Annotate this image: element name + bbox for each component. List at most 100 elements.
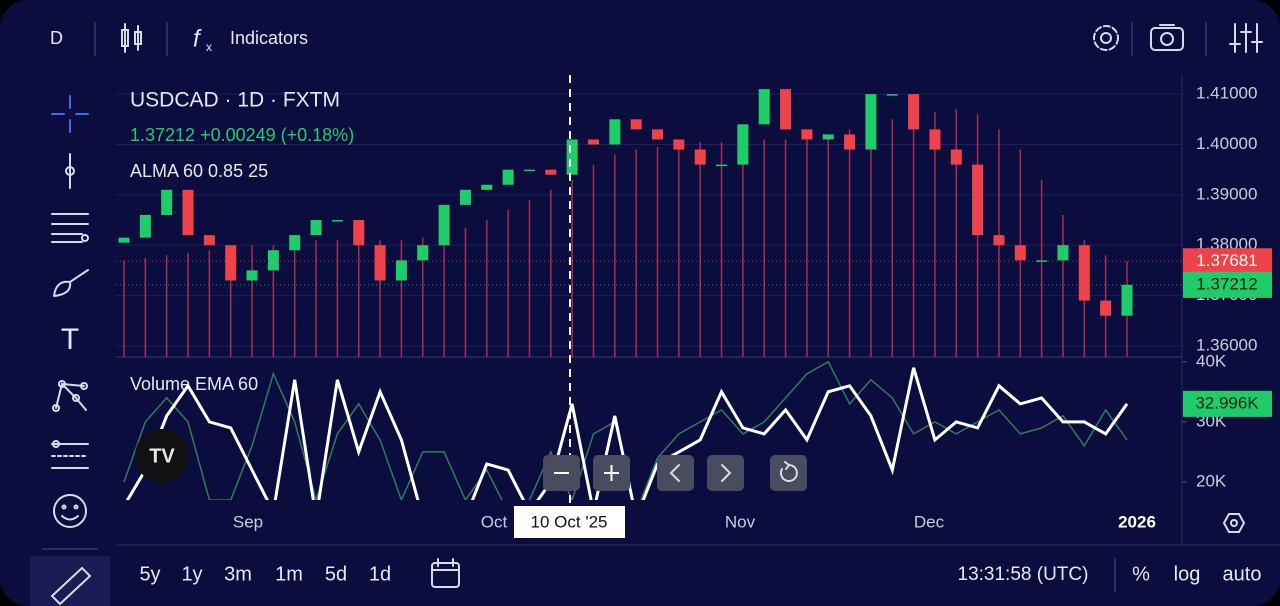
- scroll-left-button[interactable]: [657, 455, 694, 491]
- ruler-tool-bg: [30, 556, 110, 606]
- crosshair-time-bg: [514, 506, 625, 538]
- time-label: Nov: [725, 512, 756, 531]
- candle-body: [118, 237, 130, 243]
- candle-body: [801, 129, 813, 140]
- candle-body: [310, 220, 322, 236]
- volume-legend: Volume EMA 60: [130, 374, 258, 394]
- quote-legend: 1.37212 +0.00249 (+0.18%): [130, 125, 354, 145]
- candle-body: [459, 189, 471, 205]
- emoji-tool[interactable]: [53, 494, 87, 528]
- volume-tick-label: 20K: [1196, 471, 1227, 490]
- price-tick-label: 1.39000: [1196, 184, 1257, 203]
- candle-body: [523, 169, 535, 172]
- candle-body: [929, 129, 941, 150]
- scale-button[interactable]: auto: [1223, 563, 1262, 585]
- candle-body: [353, 220, 365, 246]
- logo-mark: TV: [149, 445, 175, 467]
- scroll-right-button[interactable]: [707, 455, 744, 491]
- volume-tick-label: 40K: [1196, 351, 1227, 370]
- scale-button[interactable]: %: [1132, 563, 1150, 585]
- price-tag: [1183, 248, 1272, 275]
- range-button[interactable]: 1m: [275, 563, 303, 585]
- candle-body: [630, 119, 642, 130]
- candle-body: [716, 164, 728, 167]
- candle-body: [1100, 300, 1112, 316]
- candle-body: [694, 149, 706, 165]
- candle-body: [502, 169, 514, 185]
- time-label: Dec: [914, 512, 945, 531]
- candle-body: [758, 89, 770, 125]
- text-tool[interactable]: T: [61, 323, 79, 356]
- candle-body: [1121, 284, 1133, 316]
- go-to-date-button[interactable]: [431, 558, 460, 588]
- crosshair-tool[interactable]: [51, 95, 89, 133]
- candle-body: [780, 89, 792, 130]
- candle-body: [908, 94, 920, 130]
- prediction-tool[interactable]: [51, 440, 89, 469]
- candle-body: [1014, 245, 1026, 261]
- candle-body: [331, 220, 343, 222]
- candle-body: [822, 134, 834, 140]
- candle-body: [225, 245, 237, 281]
- candle-body: [609, 119, 621, 145]
- candle-body: [289, 235, 301, 251]
- candle-body: [1057, 245, 1069, 261]
- interval-button[interactable]: D: [50, 28, 63, 48]
- candle-body: [737, 124, 749, 165]
- brush-tool[interactable]: [53, 269, 89, 297]
- candle-body: [438, 204, 450, 246]
- range-button[interactable]: 5d: [325, 563, 347, 585]
- chart-settings-button[interactable]: [1229, 23, 1263, 53]
- crosshair-time-label: 10 Oct '25: [531, 512, 608, 531]
- fib-tool[interactable]: [51, 213, 89, 243]
- candle-body: [844, 134, 856, 150]
- price-tick-label: 1.36000: [1196, 335, 1257, 354]
- candle-body: [139, 214, 151, 238]
- range-button[interactable]: 5y: [139, 563, 160, 585]
- snapshot-button[interactable]: [1150, 24, 1184, 51]
- pattern-tool[interactable]: [52, 380, 88, 412]
- volume-tag: [1183, 390, 1272, 417]
- time-label: 2026: [1118, 512, 1156, 531]
- price-tick-label: 1.40000: [1196, 134, 1257, 153]
- candle-body: [161, 189, 173, 215]
- volume-tag-label: 32.996K: [1195, 393, 1259, 412]
- chart-type-button[interactable]: [121, 23, 142, 53]
- logo[interactable]: [135, 429, 189, 483]
- candle-body: [972, 164, 984, 236]
- time-label: Sep: [233, 512, 263, 531]
- candle-body: [417, 245, 429, 261]
- price-tag-label: 1.37681: [1196, 251, 1257, 270]
- candle-body: [673, 139, 685, 150]
- candle-body: [267, 250, 279, 271]
- zoom-out-button[interactable]: [543, 455, 580, 491]
- candle-body: [182, 189, 194, 236]
- fx-icon: f: [193, 25, 202, 52]
- candle-body: [1036, 260, 1048, 262]
- candle-body: [652, 129, 664, 140]
- indicators-button[interactable]: Indicators: [230, 28, 308, 48]
- candle-body: [865, 94, 877, 150]
- range-button[interactable]: 1d: [369, 563, 391, 585]
- zoom-in-button[interactable]: [593, 455, 630, 491]
- candle-body: [587, 139, 599, 145]
- price-tag: [1183, 271, 1272, 298]
- fx-icon-sub: x: [206, 40, 212, 54]
- range-button[interactable]: 3m: [224, 563, 252, 585]
- ruler-tool[interactable]: [50, 566, 92, 606]
- candle-body: [246, 270, 258, 281]
- alma-legend: ALMA 60 0.85 25: [130, 161, 268, 181]
- candle-body: [566, 139, 578, 175]
- reset-button[interactable]: [770, 455, 807, 491]
- settings-button[interactable]: [1093, 25, 1119, 51]
- clock: 13:31:58 (UTC): [958, 564, 1089, 585]
- candle-body: [886, 94, 898, 96]
- range-button[interactable]: 1y: [181, 563, 202, 585]
- scale-button[interactable]: log: [1174, 563, 1201, 585]
- trend-line-tool[interactable]: [65, 153, 75, 189]
- candle-body: [993, 235, 1005, 246]
- candle-body: [950, 149, 962, 165]
- symbol-legend: USDCAD · 1D · FXTM: [130, 89, 340, 112]
- axis-settings-button[interactable]: [1222, 513, 1246, 533]
